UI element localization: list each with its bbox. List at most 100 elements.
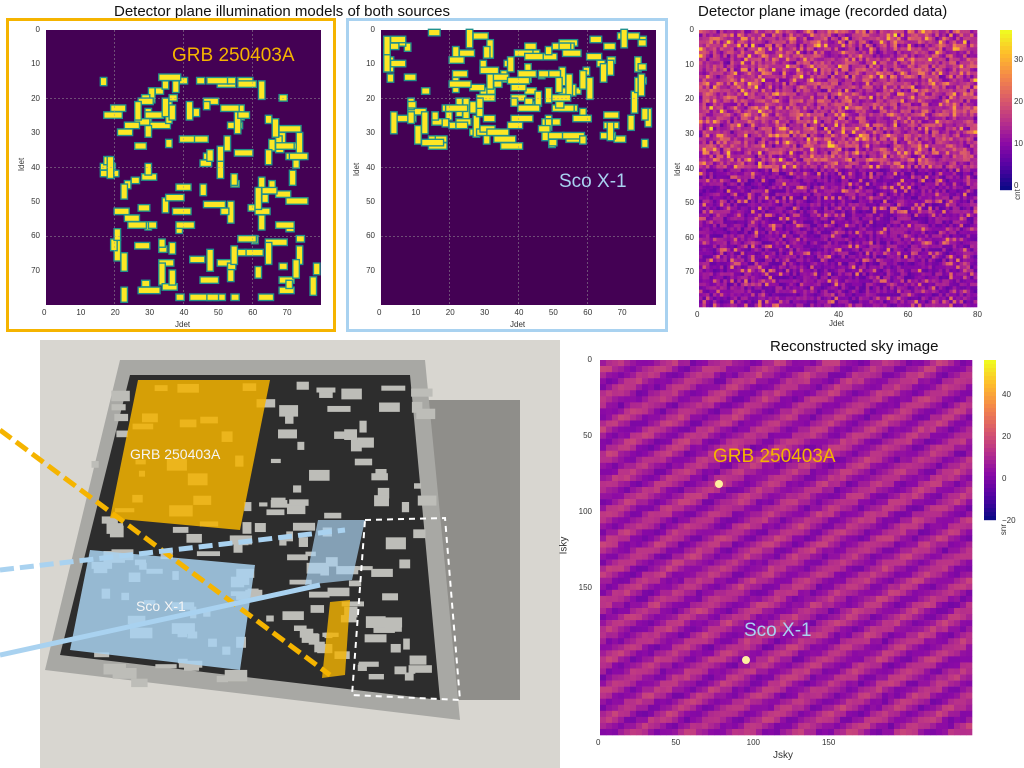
detector-pixel	[876, 171, 880, 176]
mask-element	[631, 91, 638, 113]
detector-pixel	[879, 71, 884, 76]
detector-pixel	[810, 36, 814, 41]
mask-element	[156, 88, 163, 94]
detector-pixel	[709, 43, 714, 48]
detector-pixel	[834, 50, 839, 55]
detector-pixel	[771, 154, 776, 159]
detector-pixel	[907, 165, 912, 169]
detector-pixel	[966, 75, 971, 79]
detector-pixel	[970, 126, 974, 131]
detector-pixel	[924, 196, 929, 200]
detector-pixel	[699, 178, 703, 183]
detector-pixel	[935, 92, 940, 97]
detector-pixel	[956, 43, 960, 48]
detector-pixel	[831, 171, 835, 176]
detector-pixel	[705, 43, 710, 48]
detector-pixel	[751, 81, 755, 86]
detector-pixel	[775, 210, 780, 214]
detector-pixel	[949, 50, 953, 55]
tick-label: 60	[366, 231, 375, 241]
detector-pixel	[726, 203, 731, 207]
detector-pixel	[876, 40, 880, 45]
detector-pixel	[924, 171, 929, 176]
detector-pixel	[740, 40, 745, 45]
detector-pixel	[879, 210, 884, 214]
detector-pixel	[730, 109, 735, 114]
detector-pixel	[789, 43, 794, 48]
detector-pixel	[834, 106, 839, 110]
mask-element	[169, 243, 175, 254]
detector-pixel	[952, 168, 957, 173]
detector-pixel	[844, 203, 849, 207]
detector-pixel	[719, 213, 724, 218]
detector-pixel	[831, 109, 835, 114]
detector-pixel	[768, 75, 773, 79]
detector-pixel	[949, 151, 953, 155]
detector-pixel	[761, 40, 766, 45]
detector-pixel	[740, 54, 745, 58]
detector-pixel	[782, 158, 787, 162]
detector-pixel	[771, 92, 776, 97]
detector-pixel	[796, 99, 801, 104]
detector-pixel	[949, 206, 953, 211]
mask-element	[638, 40, 646, 46]
detector-pixel	[897, 137, 901, 142]
detector-pixel	[959, 81, 964, 86]
detector-pixel	[719, 64, 724, 69]
detector-pixel	[778, 33, 783, 38]
detector-pixel	[806, 102, 811, 107]
tick-label: 40	[514, 308, 524, 317]
detector-pixel	[744, 151, 748, 155]
detector-pixel	[879, 178, 884, 183]
detector-pixel	[796, 50, 801, 55]
detector-pixel	[862, 123, 867, 128]
detector-pixel	[921, 106, 926, 110]
detector-pixel	[897, 161, 901, 166]
mask-element	[200, 184, 206, 195]
detector-pixel	[945, 196, 950, 200]
detector-pixel	[848, 68, 853, 72]
detector-pixel	[928, 182, 933, 187]
detector-pixel	[758, 61, 762, 65]
detector-pixel	[758, 199, 762, 204]
detector-pixel	[705, 192, 710, 197]
detector-pixel	[799, 147, 804, 152]
mask-element	[494, 81, 502, 87]
detector-pixel	[785, 147, 790, 152]
detector-pixel	[924, 120, 929, 124]
detector-pixel	[699, 206, 703, 211]
mask-element	[290, 153, 308, 159]
detector-pixel	[726, 78, 731, 83]
detector-pixel	[751, 106, 755, 110]
detector-pixel	[886, 106, 891, 110]
detector-pixel	[858, 192, 863, 197]
mask-element	[628, 115, 634, 130]
detector-pixel	[775, 158, 780, 162]
detector-pixel	[817, 47, 821, 52]
detector-pixel	[834, 206, 839, 211]
detector-pixel	[726, 113, 731, 117]
detector-pixel	[904, 192, 908, 197]
detector-pixel	[796, 185, 801, 190]
detector-pixel	[782, 140, 787, 145]
detector-pixel	[956, 192, 960, 197]
detector-pixel	[702, 106, 707, 110]
detector-pixel	[810, 210, 814, 214]
detector-pixel	[924, 47, 929, 52]
detector-pixel	[931, 140, 936, 145]
detector-pixel	[862, 210, 867, 214]
detector-pixel	[824, 57, 828, 62]
detector-pixel	[893, 47, 898, 52]
detector-pixel	[719, 120, 724, 124]
detector-pixel	[952, 147, 957, 152]
detector-pixel	[897, 81, 901, 86]
detector-pixel	[858, 175, 863, 180]
detector-pixel	[799, 47, 804, 52]
detector-pixel	[893, 75, 898, 79]
detector-pixel	[782, 43, 787, 48]
detector-pixel	[966, 92, 971, 97]
detector-pixel	[782, 40, 787, 45]
detector-pixel	[851, 210, 856, 214]
detector-pixel	[834, 123, 839, 128]
detector-pixel	[841, 61, 846, 65]
